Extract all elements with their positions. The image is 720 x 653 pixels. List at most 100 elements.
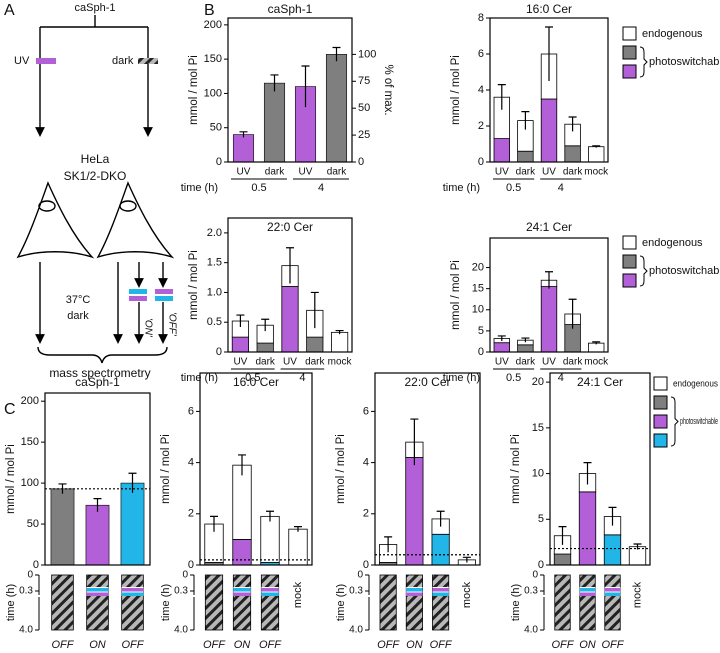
time-tick-label: 0.3 — [174, 586, 188, 597]
light-pulse — [406, 588, 423, 592]
light-protocol — [51, 574, 74, 631]
error-bar — [335, 329, 344, 335]
chart: caSph-1 mmol / mol Pi 0 50 100 150 200 0 25 50 75 1… — [181, 2, 394, 194]
chart: 22:0 Cer mmol / mol Pi 0 0.5 1.0 1.5 2.0 UV dark… — [181, 217, 353, 384]
light-protocol — [86, 574, 109, 631]
x-tick-label: ON — [89, 639, 106, 651]
time-axis-label: time (h) — [181, 372, 218, 384]
chart-title: caSph-1 — [75, 375, 120, 389]
error-bar — [608, 506, 617, 526]
light-pulse — [261, 592, 279, 596]
y-axis-label: mmol / mol Pi — [450, 260, 462, 330]
legend-bracket — [670, 396, 679, 447]
plot-frame — [374, 372, 481, 566]
y-tick-label: 150 — [204, 53, 222, 65]
y-tick-label: 2 — [478, 120, 484, 132]
x-tick-label: dark — [516, 167, 536, 178]
cell — [16, 181, 95, 259]
y-tick-label: 4 — [363, 457, 369, 469]
x-tick-label: mock — [328, 357, 353, 368]
error-bar — [286, 247, 294, 284]
y-tick-label: 4 — [478, 84, 484, 96]
y-tick-label: 0 — [188, 559, 194, 571]
error-bar — [301, 65, 310, 108]
light-pulse — [86, 588, 109, 592]
error-bar — [568, 298, 577, 329]
legend-bracket — [639, 46, 648, 78]
y2-tick-label: 100 — [358, 48, 376, 60]
x-tick-label: UV — [542, 357, 556, 368]
error-bar — [633, 543, 642, 550]
light-pulse — [121, 592, 144, 596]
panel-label: A — [4, 2, 15, 19]
error-bar — [592, 341, 601, 345]
group-label: 0.5 — [251, 182, 266, 194]
error-bar — [310, 291, 319, 329]
y-tick-label: 15 — [472, 283, 484, 295]
chart-title: 22:0 Cer — [267, 220, 313, 234]
x-tick-label: OFF — [430, 639, 453, 651]
legend-label: photoswitchable — [680, 416, 718, 426]
plot-frame — [227, 17, 353, 163]
light-protocol — [260, 574, 280, 631]
y2-tick-label: 50 — [358, 102, 370, 114]
y-tick-label: 100 — [21, 477, 39, 489]
bar — [263, 82, 286, 163]
light-pulse — [86, 592, 109, 596]
time-axis-label: time (h) — [5, 584, 17, 621]
dark-symbol — [138, 58, 158, 64]
legend-swatch — [622, 64, 637, 79]
error-bar — [545, 26, 553, 81]
compound: caSph-1 — [75, 2, 116, 14]
y-tick-label: 0.5 — [207, 316, 222, 328]
x-tick-label: mock — [631, 581, 643, 608]
x-tick-label: OFF — [122, 639, 145, 651]
x-tick-label: dark — [327, 167, 347, 178]
chart-title: 24:1 Cer — [577, 375, 623, 389]
chart: caSph-1 mmol / mol Pi 0 50 100 150 200 OFF ON OFF… — [5, 375, 151, 651]
time-axis-label: time (h) — [335, 584, 347, 621]
y-tick-label: 100 — [204, 87, 222, 99]
light-pulse — [432, 592, 449, 596]
schematic: caSph-1 UV dark HeLa SK1/2-DKO 37°C dark… — [14, 2, 177, 380]
legend-swatch — [622, 235, 637, 250]
bar-segment — [431, 533, 450, 566]
light-protocol — [405, 574, 423, 631]
y-tick-label: 50 — [210, 122, 222, 134]
light-pulse — [233, 592, 251, 596]
y-tick-label: 6 — [478, 48, 484, 60]
legend-swatch — [653, 395, 668, 410]
chart: 24:1 Cer mmol / mol Pi 0 5 10 15 20 OFF ON OFF moc… — [510, 372, 718, 651]
x-tick-label: ON — [406, 639, 423, 651]
time-tick-label: 4.0 — [524, 625, 538, 636]
chart: 24:1 Cer mmol / mol Pi 0 5 10 15 20 UV dark UV dar… — [443, 220, 720, 384]
light-pulse — [604, 588, 621, 592]
x-tick-label: UV — [542, 167, 556, 178]
y-axis-label: mmol / mol Pi — [188, 55, 200, 125]
y-tick-label: 0 — [33, 559, 39, 571]
error-bar — [266, 510, 274, 522]
plot-frame — [44, 392, 151, 566]
y-tick-label: 2.0 — [207, 227, 222, 239]
uv-label: UV — [14, 55, 30, 67]
time-tick-label: 4.0 — [19, 625, 33, 636]
x-tick-label: OFF — [602, 639, 625, 651]
time-tick-label: 0.3 — [19, 586, 33, 597]
group-label: 0.5 — [506, 182, 521, 194]
light-pulse — [579, 592, 596, 596]
temperature: 37°C — [66, 294, 91, 306]
bar-segment — [603, 534, 622, 566]
time-tick-label: 0.3 — [524, 586, 538, 597]
x-tick-label: UV — [237, 167, 251, 178]
bar-segment — [517, 150, 534, 163]
bar — [85, 504, 110, 566]
error-bar — [583, 462, 592, 485]
light-protocol — [379, 574, 397, 631]
bar-segment — [564, 145, 581, 163]
time-axis-label: time (h) — [160, 584, 172, 621]
time-tick-label: 0 — [532, 570, 538, 581]
light-pulse — [261, 588, 279, 592]
bar-segment — [405, 457, 424, 566]
y-tick-label: 0 — [538, 559, 544, 571]
bar-segment — [260, 515, 280, 563]
